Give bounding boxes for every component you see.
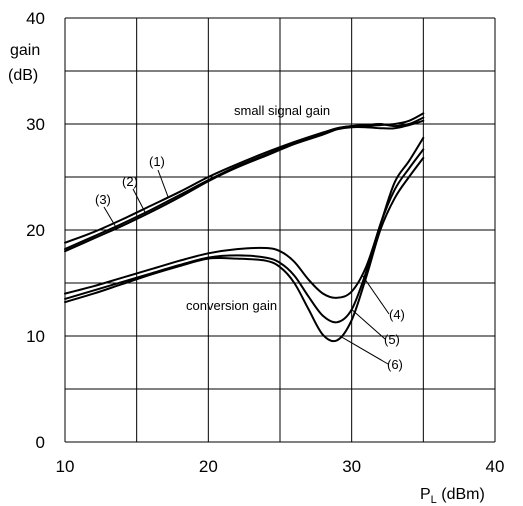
leader-line-5 xyxy=(351,309,386,340)
x-tick-label-20: 20 xyxy=(199,457,218,476)
series-label-1: (1) xyxy=(149,154,165,169)
y-tick-label-40: 40 xyxy=(26,9,45,28)
tick-labels: 10 20 30 40 0 10 20 30 40 xyxy=(26,9,504,476)
annotation-small-signal-gain: small signal gain xyxy=(234,103,330,118)
series-line-1 xyxy=(64,112,425,244)
series-line-2 xyxy=(64,116,425,251)
series-label-3: (3) xyxy=(95,192,111,207)
series-label-6: (6) xyxy=(387,357,403,372)
grid xyxy=(64,17,496,443)
x-axis-title-unit: (dBm) xyxy=(437,486,485,503)
y-tick-label-10: 10 xyxy=(26,327,45,346)
series-label-leaders xyxy=(103,169,390,365)
x-axis-title-subscript: L xyxy=(431,494,437,506)
series-label-2: (2) xyxy=(122,174,138,189)
series-line-6 xyxy=(64,156,425,343)
leader-line-2 xyxy=(132,188,146,213)
series-line-3 xyxy=(64,119,425,253)
leader-line-3 xyxy=(103,206,118,229)
x-tick-label-30: 30 xyxy=(342,457,361,476)
series-line-5 xyxy=(64,148,425,324)
x-axis-title-main: P xyxy=(420,486,431,503)
x-axis-title: PL (dBm) xyxy=(420,486,485,506)
y-tick-label-30: 30 xyxy=(26,115,45,134)
x-tick-label-40: 40 xyxy=(486,457,505,476)
annotation-conversion-gain: conversion gain xyxy=(186,298,277,313)
series-label-4: (4) xyxy=(389,307,405,322)
y-tick-label-20: 20 xyxy=(26,221,45,240)
leader-line-1 xyxy=(157,169,169,198)
series-label-5: (5) xyxy=(384,332,400,347)
y-axis-title-line2: (dB) xyxy=(8,67,38,84)
y-tick-label-0: 0 xyxy=(36,433,45,452)
x-tick-label-10: 10 xyxy=(56,457,75,476)
series-lines xyxy=(64,112,425,343)
leader-line-6 xyxy=(339,335,389,365)
y-axis-title-line1: gain xyxy=(10,42,40,59)
leader-line-4 xyxy=(361,274,390,315)
